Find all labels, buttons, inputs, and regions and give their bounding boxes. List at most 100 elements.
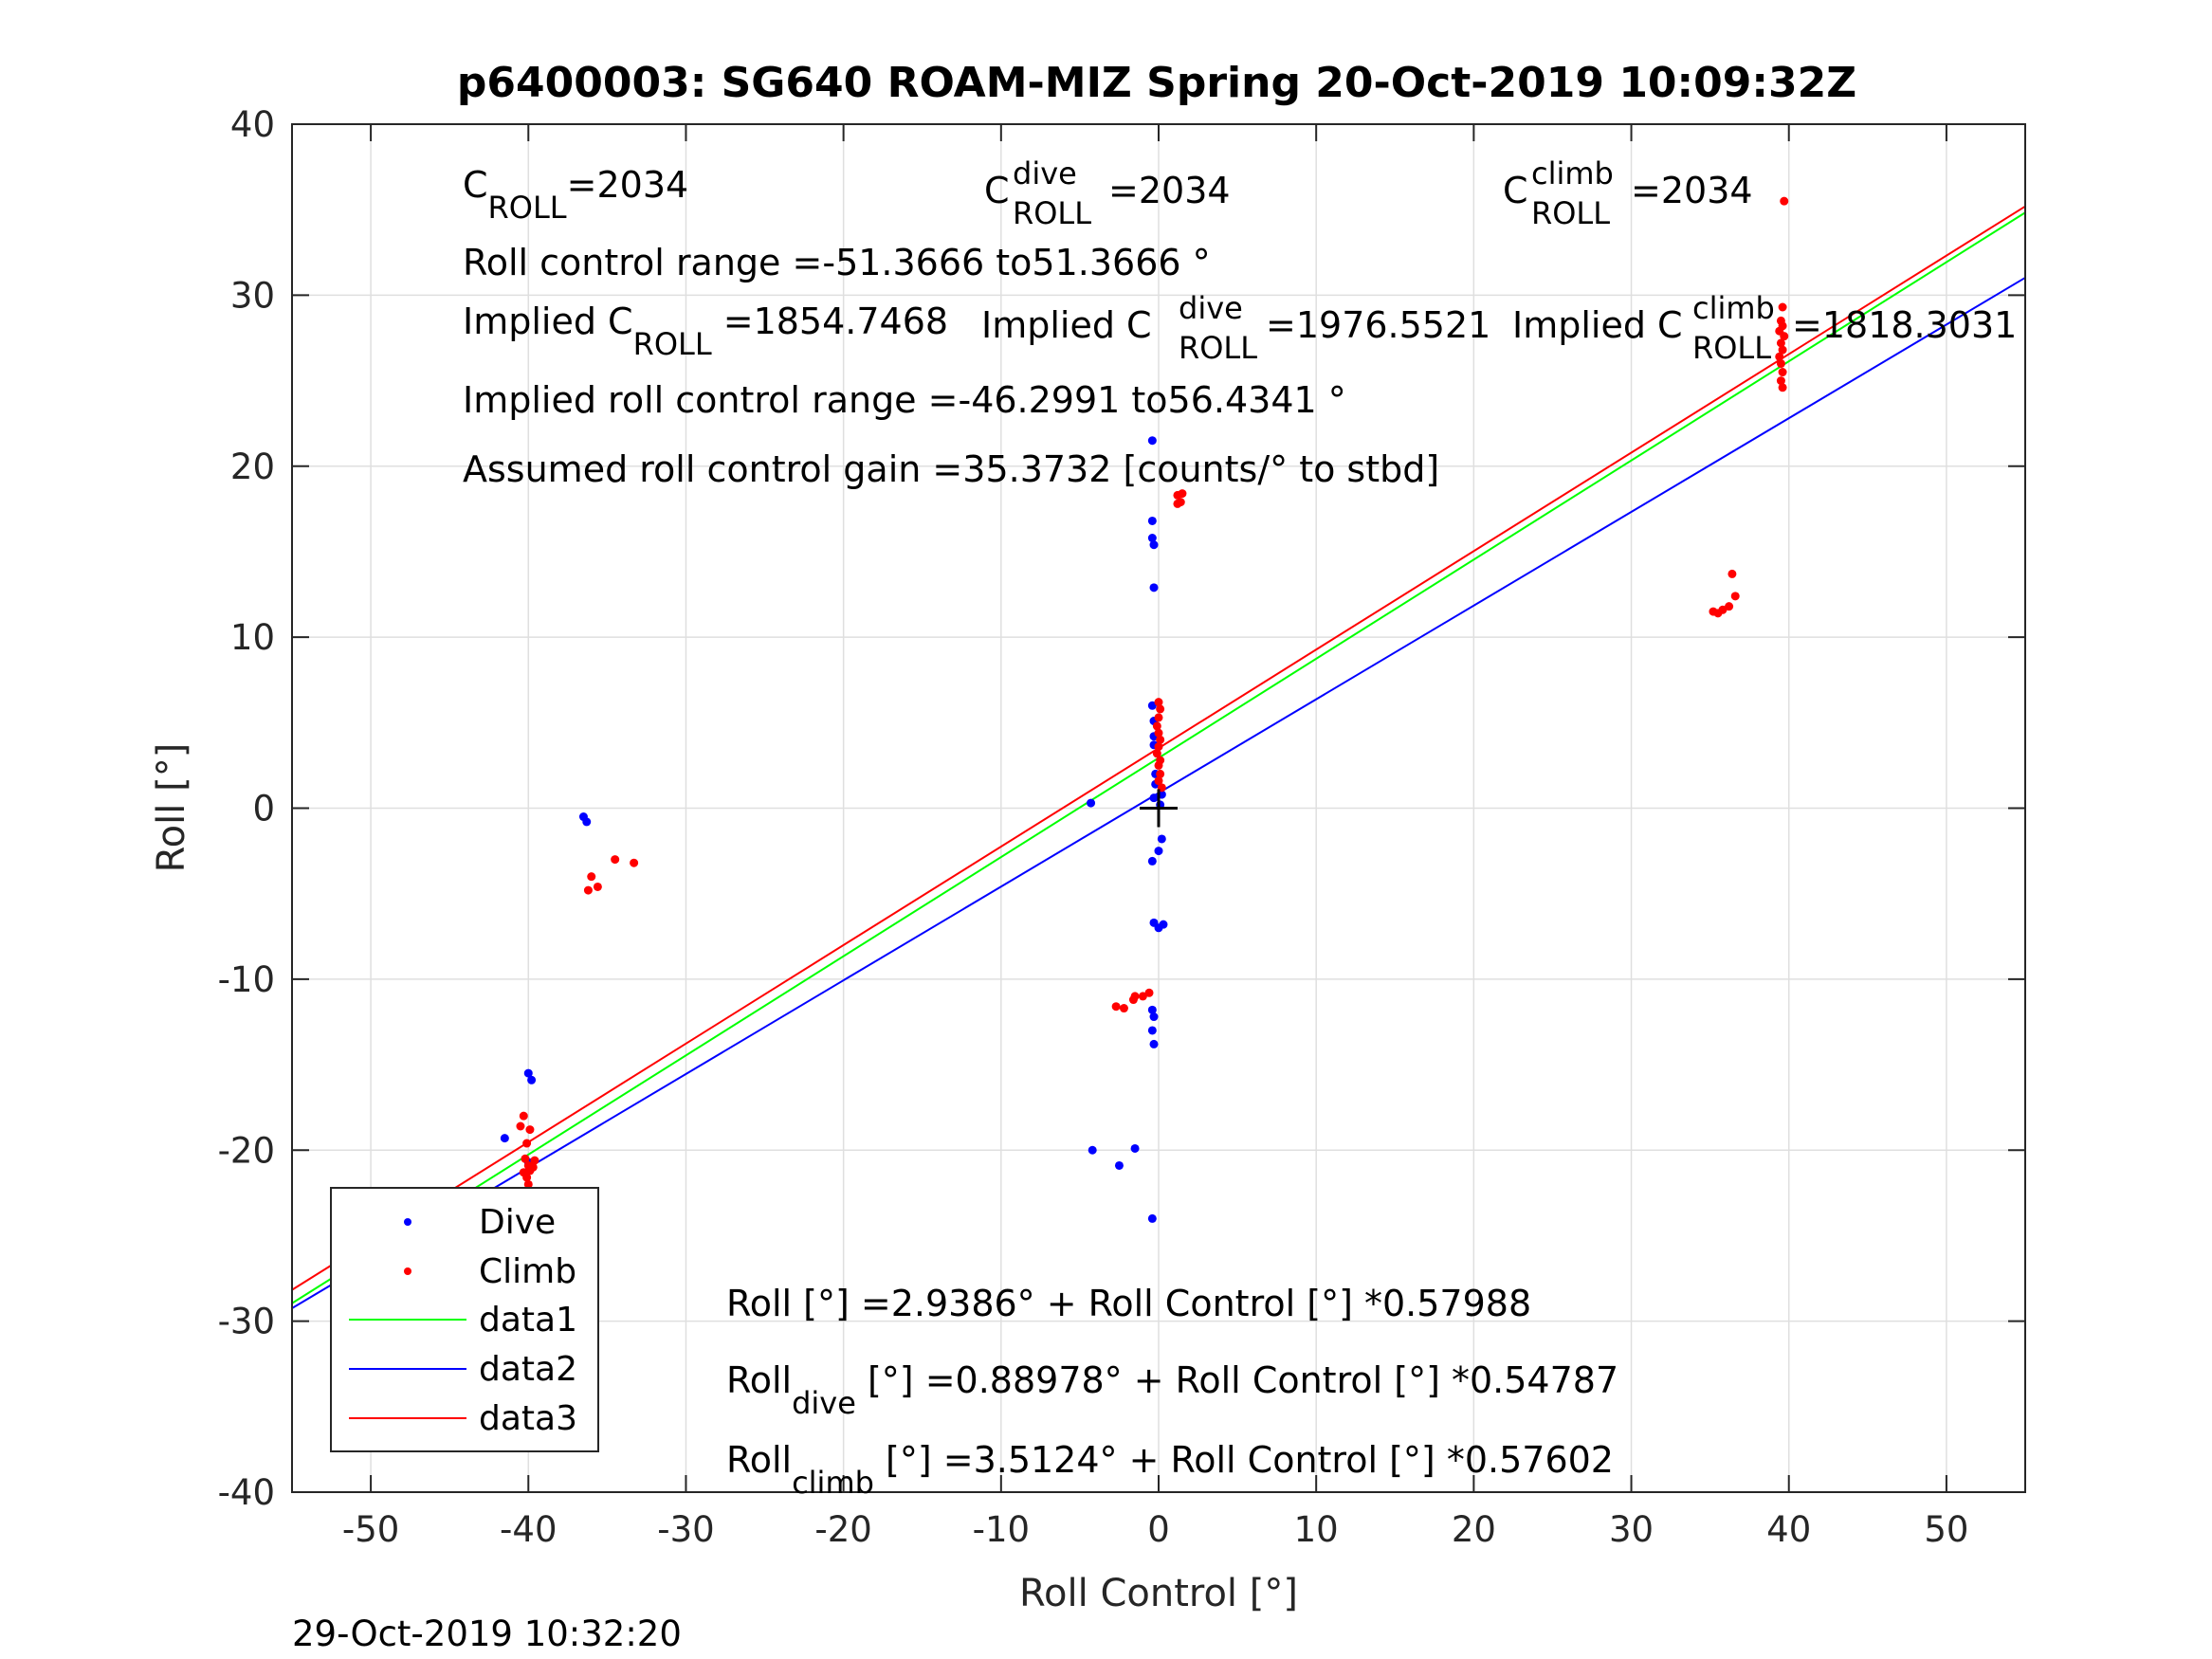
climb-point: [523, 1179, 533, 1189]
y-tick-label: 10: [230, 617, 275, 658]
climb-point: [587, 872, 596, 882]
climb-point: [1780, 196, 1789, 206]
legend-label-data1: data1: [479, 1301, 577, 1340]
legend-marker-climb: [404, 1267, 411, 1275]
fit-climb-text: Rollclimb [°] =3.5124° + Roll Control [°…: [726, 1439, 1614, 1501]
y-axis-label: Roll [°]: [150, 743, 193, 873]
climb-point: [519, 1168, 528, 1177]
climb-point: [630, 858, 639, 867]
implied-c-roll-climb-text: Implied C: [1512, 304, 1683, 346]
axis-ticks: -50 -40 -30 -20 -10 0 10 20 30 40 50 -40 -30 -20 -10 0 1…: [218, 104, 2025, 1550]
climb-point: [519, 1111, 528, 1121]
x-tick-label: 10: [1294, 1509, 1339, 1550]
axes-box: [291, 123, 2026, 1493]
implied-c-roll-dive-value: =1976.5521: [1266, 304, 1490, 346]
timestamp: 29-Oct-2019 10:32:20: [292, 1613, 682, 1654]
climb-point: [583, 885, 593, 895]
legend-marker-dive: [404, 1218, 411, 1226]
climb-point: [1154, 760, 1163, 770]
y-tick-label: -20: [218, 1130, 275, 1171]
x-tick-label: -10: [973, 1509, 1030, 1550]
climb-point: [1152, 749, 1161, 758]
climb-point: [1154, 698, 1163, 707]
c-roll-climb-sub: ROLL: [1531, 195, 1610, 231]
dive-point: [1088, 1145, 1097, 1155]
chart-title: p6400003: SG640 ROAM-MIZ Spring 20-Oct-2…: [457, 59, 1856, 107]
dive-point: [500, 1134, 509, 1143]
climb-point: [521, 1154, 530, 1163]
climb-point: [1156, 769, 1165, 778]
climb-point: [1111, 1002, 1121, 1012]
y-tick-label: 30: [230, 275, 275, 316]
climb-point: [1780, 332, 1789, 341]
dive-point: [1130, 1143, 1140, 1153]
climb-point: [1119, 1004, 1128, 1013]
legend-label-data3: data3: [479, 1399, 577, 1438]
y-tick-label: 40: [230, 104, 275, 145]
climb-point: [1728, 569, 1737, 578]
c-roll-dive-sub: ROLL: [1013, 195, 1091, 231]
x-tick-label: 30: [1609, 1509, 1654, 1550]
c-roll-dive-text: C: [984, 170, 1010, 211]
climb-point: [1130, 992, 1140, 1001]
x-tick-label: -40: [500, 1509, 557, 1550]
implied-c-roll-dive-sup: dive: [1179, 290, 1243, 326]
dive-point: [1114, 1160, 1124, 1170]
climb-point: [528, 1162, 538, 1172]
climb-point: [593, 882, 602, 891]
climb-point: [611, 855, 620, 865]
climb-point: [1154, 713, 1163, 722]
climb-point: [1778, 345, 1787, 355]
implied-c-roll-dive-sub: ROLL: [1179, 330, 1257, 366]
dive-point: [1157, 834, 1166, 844]
climb-point: [1156, 704, 1165, 714]
c-roll-dive-value: =2034: [1108, 170, 1231, 211]
climb-point: [522, 1139, 532, 1148]
climb-point: [1144, 988, 1154, 997]
dive-point: [1147, 1026, 1157, 1035]
legend-label-data2: data2: [479, 1350, 577, 1389]
dive-point: [1149, 540, 1159, 550]
fit-all-text: Roll [°] =2.9386° + Roll Control [°] *0.…: [726, 1283, 1531, 1324]
implied-c-roll-climb-sub: ROLL: [1692, 330, 1771, 366]
climb-point: [516, 1121, 525, 1131]
dive-point: [527, 1075, 537, 1085]
fit-dive-text: Rolldive [°] =0.88978° + Roll Control [°…: [726, 1359, 1618, 1421]
y-tick-label: 0: [252, 789, 275, 830]
climb-point: [1138, 992, 1147, 1001]
climb-point: [1778, 383, 1787, 392]
dive-point: [1149, 793, 1159, 803]
dive-point: [1147, 516, 1157, 525]
dive-point: [1159, 920, 1168, 929]
dive-point: [1147, 534, 1157, 543]
climb-point: [1178, 489, 1187, 499]
climb-point: [1152, 721, 1161, 731]
y-tick-label: 20: [230, 447, 275, 487]
climb-point: [1725, 602, 1734, 611]
climb-point: [530, 1156, 539, 1165]
x-tick-label: -50: [342, 1509, 399, 1550]
implied-c-roll-text: Implied CROLL =1854.7468: [463, 301, 948, 362]
c-roll-text: CROLL=2034: [463, 164, 688, 226]
climb-point: [1176, 498, 1185, 507]
roll-control-range-text: Roll control range =-51.3666 to51.3666 °: [463, 242, 1211, 283]
c-roll-climb-value: =2034: [1631, 170, 1753, 211]
x-tick-label: 0: [1147, 1509, 1170, 1550]
climb-point: [1718, 605, 1728, 614]
climb-point: [1778, 302, 1787, 312]
annotations: CROLL=2034 C dive ROLL =2034 C climb ROL…: [463, 155, 2017, 1501]
climb-point: [1775, 352, 1784, 361]
dive-point: [1087, 798, 1096, 808]
climb-point: [1776, 376, 1785, 386]
legend-label-climb: Climb: [479, 1252, 576, 1291]
x-tick-label: -20: [814, 1509, 871, 1550]
dive-point: [1147, 1005, 1157, 1014]
x-tick-label: 20: [1452, 1509, 1496, 1550]
climb-point: [1154, 742, 1163, 752]
climb-point: [1778, 368, 1787, 377]
dive-point: [1147, 1213, 1157, 1223]
x-tick-label: 40: [1766, 1509, 1811, 1550]
climb-point: [525, 1125, 535, 1135]
y-tick-label: -30: [218, 1302, 275, 1342]
